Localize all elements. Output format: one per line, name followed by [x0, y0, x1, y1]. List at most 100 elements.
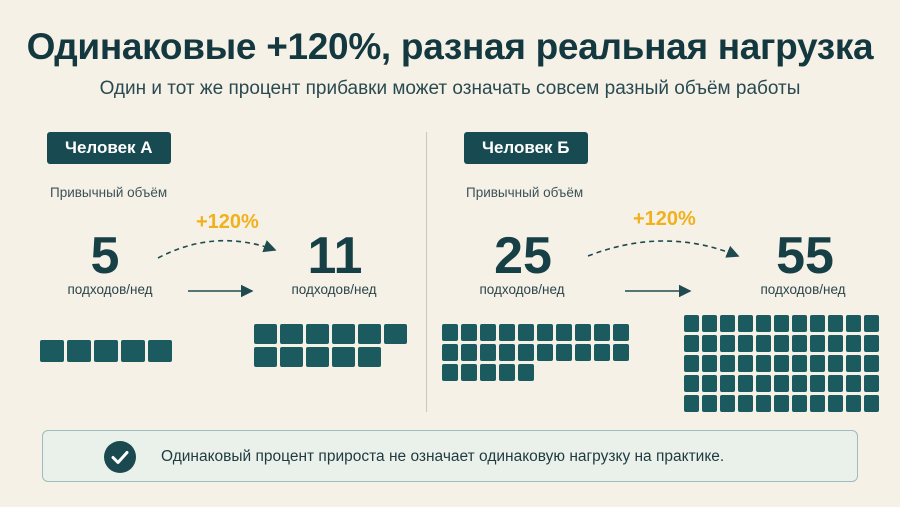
- volume-block: [575, 344, 591, 361]
- volume-block: [774, 335, 789, 352]
- volume-block: [810, 395, 825, 412]
- volume-block: [846, 375, 861, 392]
- volume-block: [702, 315, 717, 332]
- person-b-dashed-arrow: [587, 240, 740, 258]
- volume-block: [756, 395, 771, 412]
- volume-block: [556, 344, 572, 361]
- volume-block: [720, 375, 735, 392]
- volume-block: [684, 315, 699, 332]
- volume-block: [792, 315, 807, 332]
- person-b-badge: Человек Б: [464, 132, 588, 164]
- volume-block: [358, 324, 381, 344]
- volume-block: [518, 344, 534, 361]
- volume-block: [280, 347, 303, 367]
- volume-block: [756, 375, 771, 392]
- volume-block: [306, 347, 329, 367]
- volume-block: [702, 375, 717, 392]
- volume-block: [810, 315, 825, 332]
- volume-block: [442, 324, 458, 341]
- volume-block: [148, 340, 172, 362]
- volume-block: [810, 355, 825, 372]
- volume-block: [461, 344, 477, 361]
- person-a-dashed-arrow: [157, 239, 277, 259]
- volume-block: [594, 324, 610, 341]
- volume-block: [480, 344, 496, 361]
- volume-block: [121, 340, 145, 362]
- volume-block: [738, 375, 753, 392]
- volume-block: [67, 340, 91, 362]
- volume-block: [280, 324, 303, 344]
- person-b-to-blocks: [684, 315, 879, 412]
- volume-block: [556, 324, 572, 341]
- person-b-from-value: 25: [494, 227, 552, 285]
- volume-block: [594, 344, 610, 361]
- volume-block: [756, 315, 771, 332]
- volume-block: [828, 375, 843, 392]
- volume-block: [792, 335, 807, 352]
- person-a-from-value: 5: [90, 227, 120, 285]
- volume-block: [810, 335, 825, 352]
- volume-block: [461, 324, 477, 341]
- volume-block: [684, 335, 699, 352]
- volume-block: [613, 324, 629, 341]
- volume-block: [864, 315, 879, 332]
- person-b-percent: +120%: [633, 208, 696, 230]
- volume-block: [846, 335, 861, 352]
- volume-block: [792, 355, 807, 372]
- volume-block: [384, 324, 407, 344]
- person-a-percent: +120%: [196, 211, 259, 233]
- volume-block: [94, 340, 118, 362]
- volume-block: [684, 355, 699, 372]
- volume-block: [828, 335, 843, 352]
- page-title: Одинаковые +120%, разная реальная нагруз…: [26, 26, 874, 67]
- panel-divider: [426, 132, 427, 412]
- volume-block: [774, 315, 789, 332]
- volume-block: [846, 315, 861, 332]
- volume-block: [828, 355, 843, 372]
- person-a-from-unit: подходов/нед: [67, 282, 153, 297]
- volume-block: [792, 395, 807, 412]
- volume-block: [499, 364, 515, 381]
- volume-block: [306, 324, 329, 344]
- volume-block: [720, 315, 735, 332]
- volume-block: [537, 324, 553, 341]
- volume-block: [480, 324, 496, 341]
- person-a-to-blocks: [254, 324, 407, 367]
- volume-block: [828, 315, 843, 332]
- volume-block: [864, 335, 879, 352]
- person-a-caption: Привычный объём: [50, 185, 168, 200]
- volume-block: [846, 355, 861, 372]
- person-b-to-value: 55: [776, 227, 834, 285]
- summary-note-text: Одинаковый процент прироста не означает …: [161, 448, 725, 465]
- check-circle-icon: [104, 441, 136, 473]
- volume-block: [575, 324, 591, 341]
- page-subtitle: Один и тот же процент прибавки может озн…: [99, 78, 801, 99]
- volume-block: [756, 355, 771, 372]
- person-b-to-unit: подходов/нед: [760, 282, 846, 297]
- volume-block: [499, 344, 515, 361]
- volume-block: [358, 347, 381, 367]
- volume-block: [792, 375, 807, 392]
- volume-block: [738, 335, 753, 352]
- volume-block: [684, 375, 699, 392]
- volume-block: [332, 324, 355, 344]
- volume-block: [756, 335, 771, 352]
- volume-block: [442, 364, 458, 381]
- volume-block: [738, 315, 753, 332]
- person-a-to-unit: подходов/нед: [291, 282, 377, 297]
- volume-block: [720, 395, 735, 412]
- person-a-badge: Человек А: [47, 132, 171, 164]
- volume-block: [613, 344, 629, 361]
- person-b-caption: Привычный объём: [466, 185, 584, 200]
- volume-block: [537, 344, 553, 361]
- person-b-from-blocks: [442, 324, 629, 381]
- volume-block: [254, 347, 277, 367]
- volume-block: [332, 347, 355, 367]
- volume-block: [846, 395, 861, 412]
- person-a-to-value: 11: [307, 227, 363, 285]
- volume-block: [702, 355, 717, 372]
- volume-block: [864, 355, 879, 372]
- volume-block: [738, 395, 753, 412]
- person-a-from-blocks: [40, 340, 172, 362]
